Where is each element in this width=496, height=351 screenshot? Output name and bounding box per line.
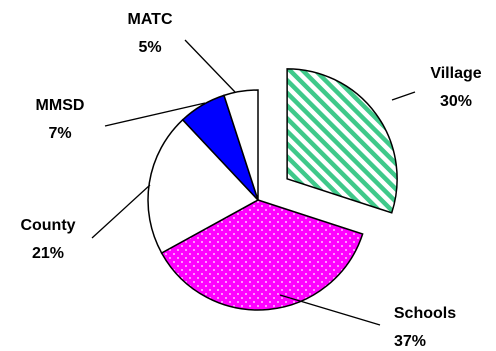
slice-label-mmsd: MMSD — [36, 97, 85, 114]
slice-percent-matc: 5% — [138, 39, 161, 56]
slice-percent-village: 30% — [440, 93, 472, 110]
pie-slice-schools — [160, 199, 364, 311]
slice-label-village: Village — [430, 65, 481, 82]
slice-label-matc: MATC — [127, 11, 172, 28]
leader-line-mmsd — [104, 102, 206, 127]
leader-line-county — [91, 184, 151, 239]
pie-slice-matc — [223, 89, 259, 201]
leader-line-matc — [184, 39, 236, 93]
pie-slice-village — [286, 68, 398, 214]
slice-percent-county: 21% — [32, 245, 64, 262]
slice-label-schools: Schools — [394, 305, 456, 322]
slice-label-county: County — [20, 217, 75, 234]
slice-percent-schools: 37% — [394, 333, 426, 350]
leader-line-schools — [279, 294, 381, 326]
slice-percent-mmsd: 7% — [48, 125, 71, 142]
leader-line-village — [391, 91, 416, 101]
pie-slice-county — [147, 118, 260, 255]
